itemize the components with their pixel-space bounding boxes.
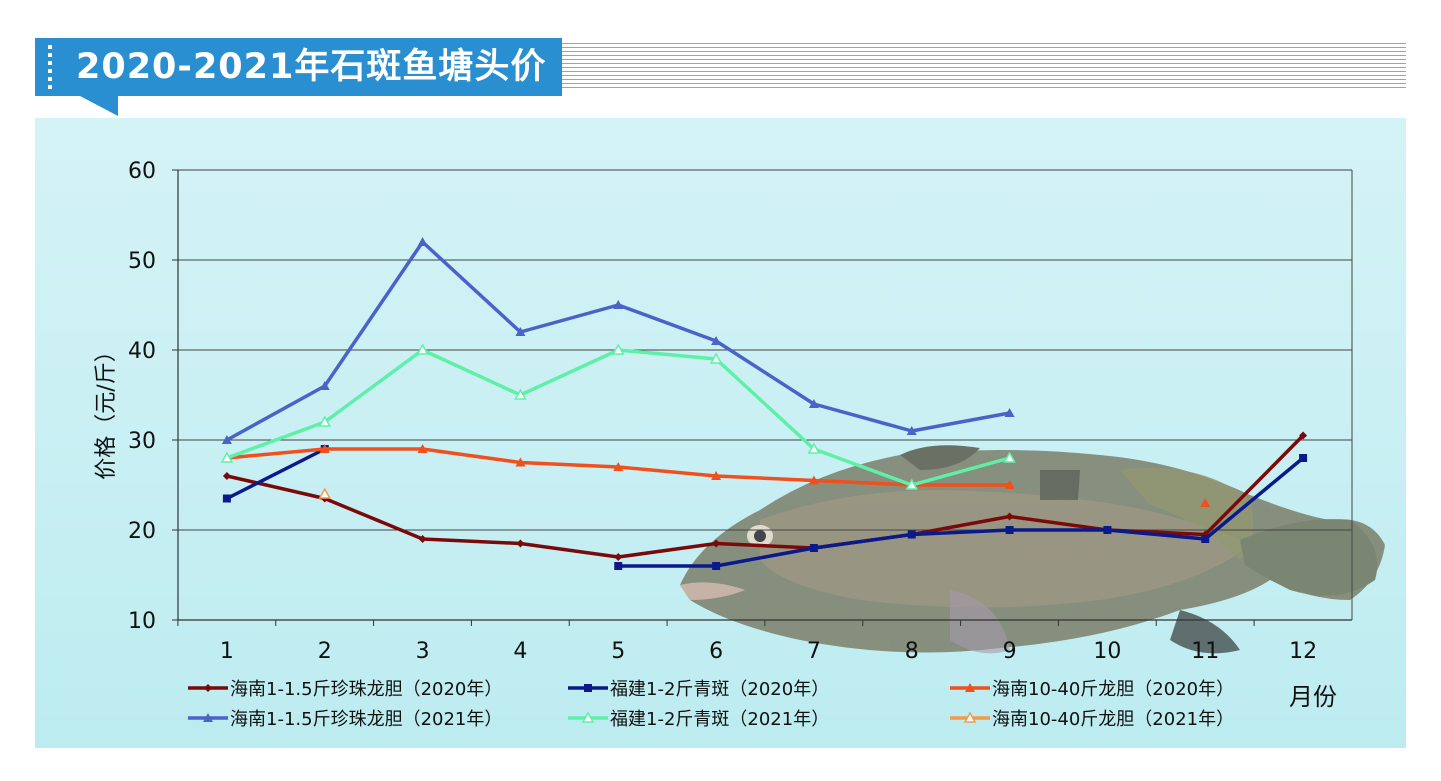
legend-item: 海南10-40斤龙胆（2021年） [950, 709, 1234, 730]
data-point [709, 352, 723, 364]
legend-item: 海南1-1.5斤珍珠龙胆（2021年） [188, 709, 502, 730]
x-tick-label: 1 [220, 639, 234, 664]
data-point [808, 399, 819, 408]
series-line [226, 447, 326, 501]
data-point [1004, 408, 1015, 417]
data-point [613, 300, 624, 309]
legend-item: 海南10-40斤龙胆（2020年） [950, 679, 1234, 700]
legend-swatch-marker [203, 713, 213, 722]
data-point [515, 327, 526, 336]
data-point [417, 237, 428, 246]
data-point [220, 451, 234, 463]
y-tick-label: 30 [128, 429, 156, 454]
data-point [807, 442, 821, 454]
x-tick-label: 4 [513, 639, 527, 664]
legend-swatch-marker [584, 684, 592, 692]
data-point [417, 444, 428, 453]
legend-label: 海南1-1.5斤珍珠龙胆（2020年） [230, 679, 502, 700]
x-axis-ticks: 1 2 3 4 5 6 7 8 9 10 11 12 [177, 620, 1317, 664]
x-tick-label: 12 [1289, 639, 1317, 664]
data-point [613, 462, 624, 471]
title-stripes-decoration [562, 40, 1406, 90]
data-point [1004, 480, 1015, 489]
data-point [611, 343, 625, 355]
data-point [1005, 526, 1014, 534]
data-point [514, 388, 527, 400]
data-point [1103, 526, 1112, 534]
data-point [222, 472, 231, 480]
y-tick-label: 60 [128, 159, 156, 184]
x-tick-label: 6 [709, 639, 723, 664]
data-point [319, 381, 330, 390]
x-tick-label: 8 [905, 639, 919, 664]
legend-label: 海南10-40斤龙胆（2020年） [992, 679, 1234, 700]
data-point [222, 494, 231, 503]
y-tick-label: 10 [128, 609, 156, 634]
data-point [614, 562, 623, 570]
x-tick-label: 11 [1191, 639, 1219, 664]
data-point [318, 487, 332, 499]
x-tick-label: 5 [611, 639, 625, 664]
page-title: 2020-2021年石斑鱼塘头价 [76, 47, 547, 87]
title-dots-decoration [48, 45, 52, 89]
data-point [614, 553, 623, 561]
legend-label: 福建1-2斤青斑（2020年） [610, 679, 829, 700]
legend-swatch-marker [204, 684, 212, 692]
data-point [516, 539, 525, 548]
data-point [515, 457, 526, 467]
data-point [906, 426, 917, 435]
data-point [1005, 512, 1014, 521]
legend: 海南1-1.5斤珍珠龙胆（2020年） 福建1-2斤青斑（2020年） 海南10-4… [188, 679, 1234, 730]
data-point [907, 530, 916, 539]
legend-swatch-marker [963, 711, 977, 723]
grouper-fish-image [680, 445, 1385, 654]
data-point [319, 444, 330, 453]
data-point [318, 415, 332, 427]
title-banner-tail [80, 96, 118, 116]
x-axis-label: 月份 [1289, 683, 1337, 711]
legend-label: 福建1-2斤青斑（2021年） [610, 709, 829, 730]
series-1 [222, 445, 1308, 570]
series-line [226, 240, 1010, 442]
data-point [711, 471, 722, 480]
data-point [1003, 451, 1016, 463]
legend-label: 海南1-1.5斤珍珠龙胆（2021年） [230, 709, 502, 730]
legend-swatch-marker [965, 683, 975, 692]
x-tick-label: 3 [416, 639, 430, 664]
series-line [618, 456, 1305, 568]
legend-item: 福建1-2斤青斑（2020年） [568, 679, 829, 700]
title-banner [35, 38, 562, 96]
series-3 [221, 237, 1015, 444]
data-point [418, 535, 427, 543]
legend-item: 海南1-1.5斤珍珠龙胆（2020年） [188, 679, 502, 700]
x-tick-label: 10 [1093, 639, 1121, 664]
legend-swatch-marker [581, 711, 595, 723]
x-tick-label: 2 [318, 639, 332, 664]
y-tick-label: 50 [128, 249, 156, 274]
series-4 [220, 343, 1016, 490]
data-point [808, 475, 819, 485]
data-point [1299, 431, 1308, 440]
data-point [712, 562, 721, 570]
data-point [1200, 498, 1211, 507]
data-point [712, 539, 721, 548]
y-tick-label: 40 [128, 339, 156, 364]
data-point [416, 343, 429, 355]
x-tick-label: 7 [807, 639, 821, 664]
data-point [905, 478, 919, 490]
legend-label: 海南10-40斤龙胆（2021年） [992, 709, 1234, 730]
data-point [809, 544, 818, 552]
data-point [1299, 454, 1308, 462]
series-5 [318, 487, 332, 499]
y-axis-ticks: 10 20 30 40 50 60 [128, 159, 178, 634]
y-axis-label: 价格（元/斤） [94, 340, 119, 479]
data-point [711, 336, 722, 345]
data-point [221, 435, 232, 444]
data-point [1201, 535, 1210, 543]
legend-item: 福建1-2斤青斑（2021年） [568, 709, 829, 730]
y-tick-label: 20 [128, 519, 156, 544]
x-tick-label: 9 [1003, 639, 1017, 664]
series-layer [220, 237, 1308, 570]
